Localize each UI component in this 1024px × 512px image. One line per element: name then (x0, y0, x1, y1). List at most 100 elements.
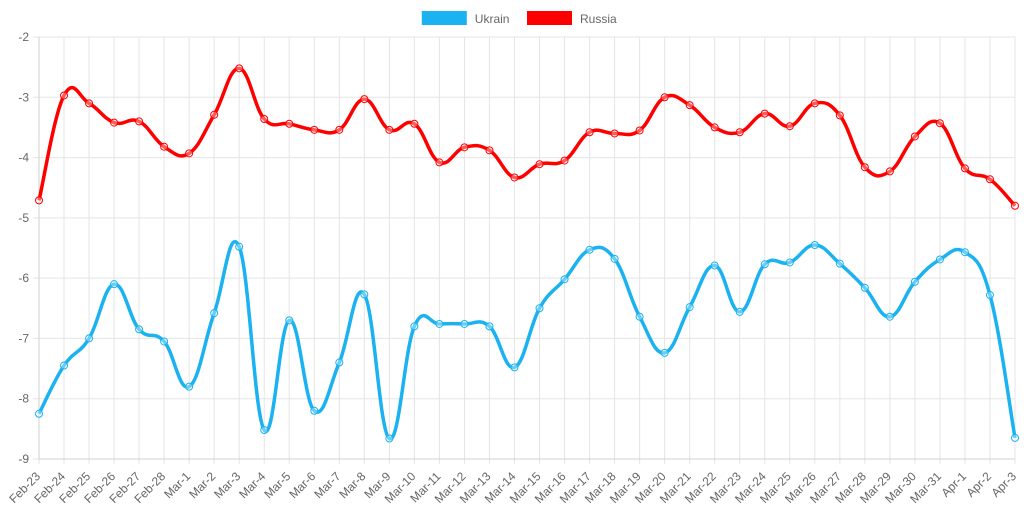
data-point-ukrain[interactable] (135, 325, 144, 334)
data-point-ukrain[interactable] (835, 259, 844, 268)
x-tick-label: Mar-7 (311, 469, 343, 501)
data-point-ukrain[interactable] (960, 248, 969, 257)
data-point-russia[interactable] (785, 122, 794, 131)
data-point-ukrain[interactable] (210, 309, 219, 318)
data-point-russia[interactable] (410, 119, 419, 128)
x-tick-label: Apr-3 (988, 469, 1019, 500)
data-point-russia[interactable] (735, 128, 744, 137)
x-tick-label: Mar-8 (336, 469, 368, 501)
data-point-ukrain[interactable] (185, 382, 194, 391)
data-point-russia[interactable] (510, 173, 519, 182)
data-point-ukrain[interactable] (560, 275, 569, 284)
data-point-russia[interactable] (460, 143, 469, 152)
data-point-russia[interactable] (710, 123, 719, 132)
data-point-russia[interactable] (35, 196, 43, 205)
series-line-ukrain (37, 240, 1017, 441)
data-point-ukrain[interactable] (1011, 433, 1019, 442)
data-point-russia[interactable] (960, 164, 969, 173)
data-point-ukrain[interactable] (660, 348, 669, 357)
data-point-ukrain[interactable] (285, 316, 294, 325)
data-point-ukrain[interactable] (485, 322, 494, 331)
data-point-ukrain[interactable] (860, 283, 869, 292)
data-point-russia[interactable] (135, 117, 144, 126)
data-point-ukrain[interactable] (385, 434, 394, 443)
y-tick-label: -8 (18, 392, 29, 406)
data-point-russia[interactable] (435, 158, 444, 167)
data-point-russia[interactable] (560, 156, 569, 165)
data-point-russia[interactable] (210, 110, 219, 119)
grid (33, 36, 1016, 464)
y-tick-label: -4 (18, 151, 29, 165)
series-group (35, 64, 1019, 443)
x-tick-label: Mar-4 (236, 469, 268, 501)
data-point-ukrain[interactable] (85, 334, 94, 343)
data-point-russia[interactable] (860, 163, 869, 172)
data-point-russia[interactable] (610, 129, 619, 138)
data-point-russia[interactable] (485, 146, 494, 155)
data-point-russia[interactable] (535, 160, 544, 169)
data-point-ukrain[interactable] (435, 319, 444, 328)
x-tick-label: Mar-3 (211, 469, 243, 501)
data-point-russia[interactable] (360, 95, 369, 104)
data-point-ukrain[interactable] (710, 261, 719, 270)
data-point-russia[interactable] (835, 111, 844, 120)
data-point-russia[interactable] (810, 99, 819, 108)
data-point-ukrain[interactable] (60, 361, 69, 370)
data-point-ukrain[interactable] (585, 245, 594, 254)
data-point-russia[interactable] (635, 126, 644, 135)
data-point-russia[interactable] (910, 132, 919, 141)
data-point-ukrain[interactable] (810, 240, 819, 249)
data-point-ukrain[interactable] (610, 254, 619, 263)
data-point-ukrain[interactable] (410, 322, 419, 331)
data-point-ukrain[interactable] (535, 304, 544, 313)
data-point-russia[interactable] (885, 167, 894, 176)
data-point-ukrain[interactable] (335, 358, 344, 367)
data-point-russia[interactable] (1011, 201, 1019, 210)
data-point-ukrain[interactable] (735, 307, 744, 316)
data-point-ukrain[interactable] (785, 258, 794, 267)
y-tick-label: -9 (18, 452, 29, 466)
data-point-ukrain[interactable] (935, 255, 944, 264)
data-point-ukrain[interactable] (260, 426, 269, 435)
data-point-ukrain[interactable] (760, 260, 769, 269)
data-point-ukrain[interactable] (160, 337, 169, 346)
data-point-russia[interactable] (160, 142, 169, 151)
x-tick-label: Apr-2 (963, 469, 994, 500)
data-point-russia[interactable] (185, 149, 194, 158)
data-point-ukrain[interactable] (885, 312, 894, 321)
data-point-russia[interactable] (60, 91, 69, 100)
y-tick-label: -2 (18, 30, 29, 44)
data-point-ukrain[interactable] (110, 280, 119, 289)
data-point-russia[interactable] (235, 64, 244, 73)
data-point-ukrain[interactable] (685, 303, 694, 312)
data-point-russia[interactable] (660, 93, 669, 102)
data-point-ukrain[interactable] (910, 277, 919, 286)
data-point-ukrain[interactable] (635, 312, 644, 321)
data-point-russia[interactable] (110, 118, 119, 127)
data-point-russia[interactable] (260, 114, 269, 123)
data-point-russia[interactable] (760, 109, 769, 118)
data-point-russia[interactable] (285, 119, 294, 128)
data-point-ukrain[interactable] (510, 363, 519, 372)
data-point-ukrain[interactable] (310, 406, 319, 415)
legend[interactable]: Ukrain Russia (421, 11, 617, 26)
data-point-russia[interactable] (335, 125, 344, 134)
legend-item-russia[interactable]: Russia (527, 11, 617, 26)
data-point-ukrain[interactable] (235, 242, 244, 251)
y-axis: -2 -3 -4 -5 -6 -7 -8 -9 (18, 30, 40, 466)
y-tick-label: -5 (18, 211, 29, 225)
data-point-russia[interactable] (585, 128, 594, 137)
data-point-ukrain[interactable] (460, 319, 469, 328)
x-tick-label: Mar-1 (161, 469, 193, 501)
data-point-russia[interactable] (985, 175, 994, 184)
data-point-russia[interactable] (310, 125, 319, 134)
data-point-ukrain[interactable] (35, 409, 43, 418)
legend-item-ukrain[interactable]: Ukrain (421, 11, 510, 26)
data-point-ukrain[interactable] (360, 290, 369, 299)
data-point-russia[interactable] (385, 125, 394, 134)
data-point-ukrain[interactable] (985, 291, 994, 300)
legend-swatch-russia (527, 11, 572, 25)
data-point-russia[interactable] (85, 99, 94, 108)
data-point-russia[interactable] (685, 101, 694, 110)
data-point-russia[interactable] (935, 119, 944, 128)
